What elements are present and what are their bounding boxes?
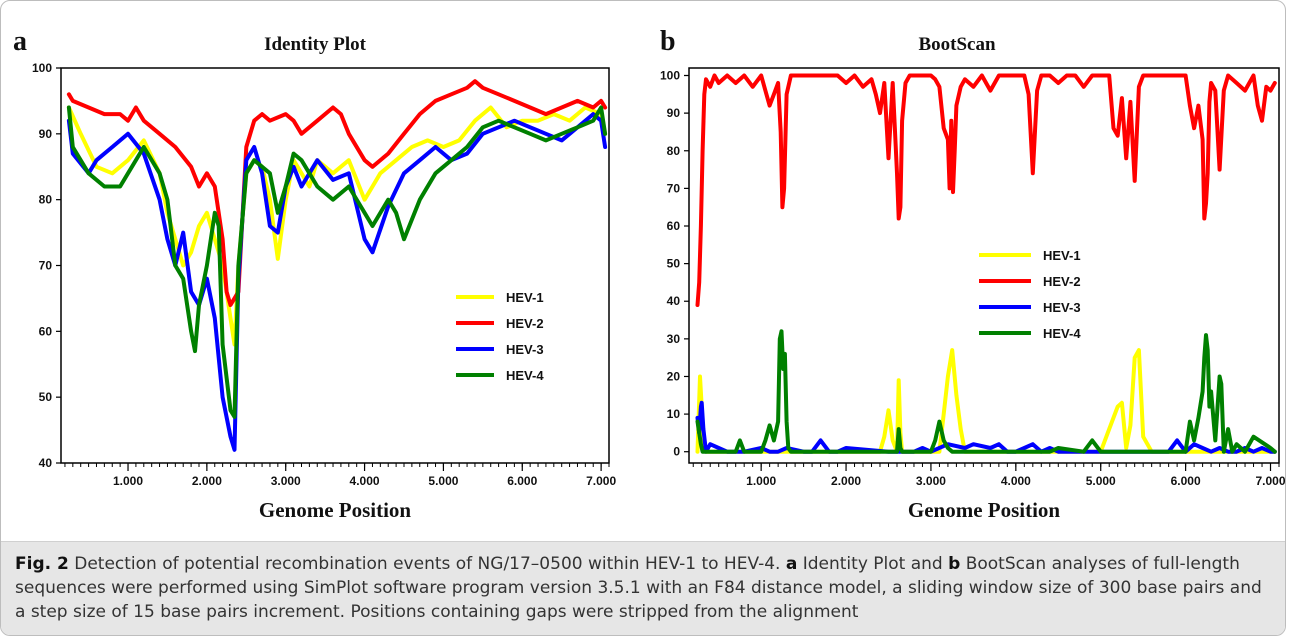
x-tick-label: 1.000 — [746, 474, 776, 488]
series-lines — [695, 73, 1277, 454]
x-tick-label: 1.000 — [113, 474, 143, 488]
y-tick-label: 100 — [660, 69, 680, 83]
y-tick-label: 80 — [39, 193, 53, 207]
panel-letter-b: b — [660, 26, 676, 57]
chart-title: BootScan — [918, 34, 996, 55]
caption-figure-label: Fig. 2 — [15, 554, 69, 574]
legend-label-hev-3: HEV-3 — [1043, 300, 1081, 315]
x-tick-label: 7.000 — [586, 474, 616, 488]
plot-area: a Identity Plot 1.000 2.000 3.000 4.000 5.000 6… — [13, 26, 1285, 522]
y-tick-label: 50 — [667, 257, 681, 271]
chart-title: Identity Plot — [264, 34, 367, 55]
y-tick-label: 100 — [32, 61, 52, 75]
legend-label-hev-1: HEV-1 — [1043, 248, 1081, 263]
series-lines — [66, 79, 608, 452]
caption-band: Fig. 2 Detection of potential recombinat… — [1, 541, 1285, 635]
series-line-hev-4 — [66, 105, 608, 419]
legend-label-hev-1: HEV-1 — [506, 290, 544, 305]
x-tick-label: 2.000 — [192, 474, 222, 488]
y-tick-label: 60 — [39, 324, 53, 338]
chart-panel-b: b BootScan 1.000 2.000 3.000 4.000 5.000 6.000 7… — [660, 26, 1285, 522]
legend-label-hev-3: HEV-3 — [506, 342, 544, 357]
legend-label-hev-2: HEV-2 — [506, 316, 544, 331]
x-tick-label: 3.000 — [271, 474, 301, 488]
plot-frame — [60, 67, 610, 464]
legend: HEV-1 HEV-2 HEV-3 HEV-4 — [979, 248, 1081, 341]
x-tick-label: 6.000 — [507, 474, 537, 488]
y-tick-label: 70 — [667, 181, 681, 195]
panel-letter-a: a — [13, 26, 27, 57]
legend-label-hev-4: HEV-4 — [506, 368, 544, 383]
legend-label-hev-2: HEV-2 — [1043, 274, 1081, 289]
x-minor-ticks — [692, 463, 1280, 467]
caption-ref-b: b — [948, 554, 961, 574]
y-tick-label: 30 — [667, 332, 681, 346]
x-tick-label: 4.000 — [1001, 474, 1031, 488]
caption-rest: BootScan analyses of full-length sequenc… — [15, 554, 1262, 622]
x-tick-label: 5.000 — [428, 474, 458, 488]
chart-panel-a: a Identity Plot 1.000 2.000 3.000 4.000 5.000 6… — [13, 26, 616, 522]
legend: HEV-1 HEV-2 HEV-3 HEV-4 — [456, 290, 544, 383]
y-tick-label: 40 — [39, 456, 53, 470]
series-line-hev-2 — [66, 79, 608, 307]
x-tick-label: 4.000 — [350, 474, 380, 488]
y-tick-label: 40 — [667, 294, 681, 308]
caption-mid: Identity Plot and — [797, 554, 949, 574]
y-tick-label: 90 — [667, 106, 681, 120]
y-tick-label: 70 — [39, 259, 53, 273]
y-tick-label: 80 — [667, 144, 681, 158]
series-line-hev-3 — [66, 112, 608, 452]
legend-label-hev-4: HEV-4 — [1043, 326, 1081, 341]
x-axis-title: Genome Position — [259, 498, 412, 522]
y-tick-label: 50 — [39, 390, 53, 404]
caption-ref-a: a — [785, 554, 798, 574]
figure-caption: Fig. 2 Detection of potential recombinat… — [15, 552, 1265, 624]
x-axis-title: Genome Position — [908, 498, 1061, 522]
caption-intro: Detection of potential recombination eve… — [68, 554, 786, 574]
x-tick-label: 5.000 — [1086, 474, 1116, 488]
series-line-hev-2 — [695, 73, 1277, 307]
x-tick-label: 3.000 — [916, 474, 946, 488]
series-line-hev-4 — [695, 329, 1277, 454]
y-tick-label: 10 — [667, 407, 681, 421]
x-tick-label: 2.000 — [831, 474, 861, 488]
x-tick-label: 7.000 — [1255, 474, 1285, 488]
y-tick-label: 60 — [667, 219, 681, 233]
y-tick-label: 90 — [39, 127, 53, 141]
y-tick-label: 20 — [667, 369, 681, 383]
y-tick-label: 0 — [673, 445, 680, 459]
x-tick-label: 6.000 — [1171, 474, 1201, 488]
